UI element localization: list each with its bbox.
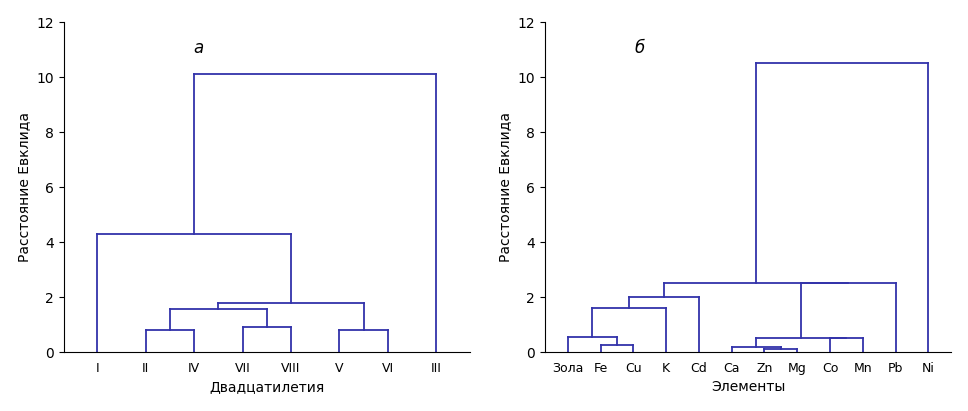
Y-axis label: Расстояние Евклида: Расстояние Евклида [498, 112, 512, 262]
X-axis label: Двадцатилетия: Двадцатилетия [209, 380, 324, 394]
Text: б: б [634, 39, 645, 57]
Text: а: а [194, 39, 204, 57]
X-axis label: Элементы: Элементы [711, 380, 785, 394]
Y-axis label: Расстояние Евклида: Расстояние Евклида [16, 112, 31, 262]
